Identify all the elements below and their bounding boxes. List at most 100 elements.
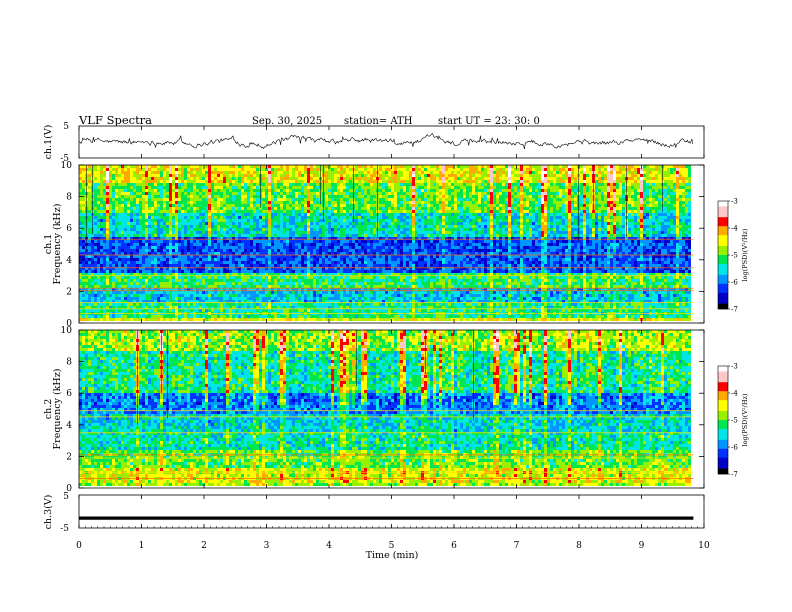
spectrogram-cell [319,213,322,216]
spectrogram-cell [232,168,235,171]
spectrogram-cell [472,231,475,234]
spectrogram-cell [217,174,220,177]
spectrogram-cell [229,234,232,237]
spectrogram-cell [565,183,568,186]
spectrogram-cell [133,201,136,204]
spectrogram-cell [406,186,409,189]
spectrogram-cell [442,228,445,231]
spectrogram-cell [307,207,310,210]
spectrogram-cell [307,216,310,219]
spectrogram-cell [481,228,484,231]
spectrogram-cell [145,204,148,207]
spectrogram-cell [223,213,226,216]
spectrogram-cell [580,228,583,231]
spectrogram-cell [451,222,454,225]
spectrogram-cell [154,171,157,174]
spectrogram-cell [385,174,388,177]
spectrogram-cell [502,192,505,195]
spectrogram-cell [619,204,622,207]
spectrogram-cell [202,207,205,210]
spectrogram-cell [610,183,613,186]
spectrogram-cell [649,198,652,201]
spectrogram-cell [397,168,400,171]
spectrogram-cell [529,231,532,234]
spectrogram-cell [688,180,691,183]
spectrogram-cell [136,237,139,240]
spectrogram-cell [628,198,631,201]
spectrogram-cell [463,177,466,180]
spectrogram-cell [220,192,223,195]
spectrogram-cell [529,195,532,198]
spectrogram-cell [115,168,118,171]
spectrogram-cell [121,189,124,192]
spectrogram-cell [607,186,610,189]
spectrogram-cell [229,216,232,219]
spectrogram-cell [295,165,298,168]
spectrogram-cell [568,210,571,213]
spectrogram-cell [682,192,685,195]
spectrogram-cell [622,225,625,228]
spectrogram-cell [559,177,562,180]
spectrogram-cell [493,198,496,201]
spectrogram-cell [370,210,373,213]
spectrogram-cell [370,186,373,189]
spectrogram-cell [688,234,691,237]
spectrogram-cell [418,186,421,189]
spectrogram-cell [499,213,502,216]
spectrogram-cell [310,237,313,240]
spectrogram-cell [658,186,661,189]
spectrogram-cell [487,171,490,174]
spectrogram-cell [397,234,400,237]
spectrogram-cell [130,231,133,234]
spectrogram-cell [262,216,265,219]
ch1-waveform-trace [78,133,694,150]
spectrogram-cell [139,201,142,204]
spectrogram-cell [496,177,499,180]
spectrogram-cell [484,213,487,216]
spectrogram-cell [616,165,619,168]
spectrogram-cell [307,183,310,186]
spectrogram-cell [613,219,616,222]
spectrogram-cell [442,222,445,225]
spectrogram-cell [277,234,280,237]
spectrogram-cell [460,189,463,192]
spectrogram-cell [481,204,484,207]
spectrogram-cell [436,198,439,201]
spectrogram-cell [256,219,259,222]
spectrogram-cell [199,171,202,174]
spectrogram-cell [283,201,286,204]
spectrogram-cell [484,210,487,213]
spectrogram-cell [103,177,106,180]
spectrogram-cell [298,216,301,219]
spectrogram-cell [274,186,277,189]
spectrogram-cell [193,174,196,177]
spectrogram-cell [214,207,217,210]
spectrogram-cell [550,228,553,231]
spectrogram-cell [172,207,175,210]
spectrogram-cell [394,168,397,171]
spectrogram-cell [256,165,259,168]
spectrogram-cell [430,213,433,216]
spectrogram-cell [481,207,484,210]
spectrogram-cell [547,222,550,225]
spectrogram-cell [406,189,409,192]
spectrogram-cell [595,174,598,177]
spectrogram-cell [607,168,610,171]
spectrogram-cell [328,171,331,174]
spectrogram-cell [271,189,274,192]
spectrogram-cell [157,237,160,240]
spectrogram-cell [634,177,637,180]
spectrogram-cell [499,210,502,213]
spectrogram-cell [379,228,382,231]
spectrogram-cell [640,222,643,225]
spectrogram-cell [184,222,187,225]
spectrogram-cell [280,174,283,177]
spectrogram-cell [127,201,130,204]
spectrogram-cell [280,189,283,192]
spectrogram-cell [415,180,418,183]
spectrogram-cell [280,195,283,198]
spectrogram-cell [166,189,169,192]
spectrogram-cell [526,180,529,183]
spectrogram-cell [589,225,592,228]
spectrogram-cell [298,213,301,216]
